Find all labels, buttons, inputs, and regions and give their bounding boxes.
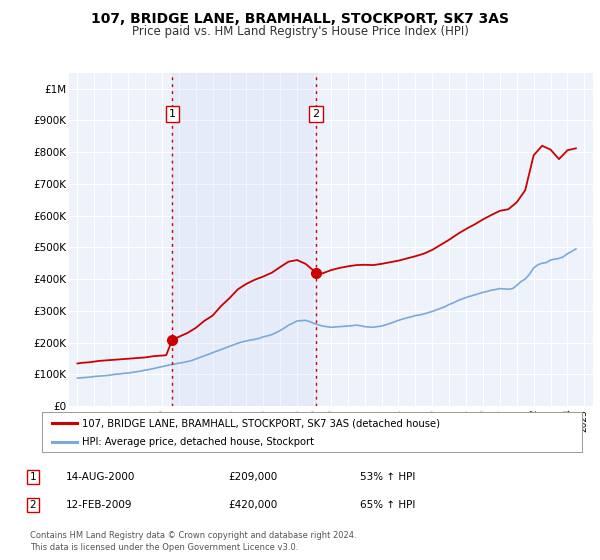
Text: This data is licensed under the Open Government Licence v3.0.: This data is licensed under the Open Gov… <box>30 543 298 552</box>
Text: 65% ↑ HPI: 65% ↑ HPI <box>360 500 415 510</box>
Text: £209,000: £209,000 <box>228 472 277 482</box>
Text: £420,000: £420,000 <box>228 500 277 510</box>
Text: HPI: Average price, detached house, Stockport: HPI: Average price, detached house, Stoc… <box>83 437 314 446</box>
Text: 14-AUG-2000: 14-AUG-2000 <box>66 472 136 482</box>
Text: 107, BRIDGE LANE, BRAMHALL, STOCKPORT, SK7 3AS (detached house): 107, BRIDGE LANE, BRAMHALL, STOCKPORT, S… <box>83 418 440 428</box>
Text: 12-FEB-2009: 12-FEB-2009 <box>66 500 133 510</box>
Text: 107, BRIDGE LANE, BRAMHALL, STOCKPORT, SK7 3AS: 107, BRIDGE LANE, BRAMHALL, STOCKPORT, S… <box>91 12 509 26</box>
Text: Price paid vs. HM Land Registry's House Price Index (HPI): Price paid vs. HM Land Registry's House … <box>131 25 469 38</box>
Text: 1: 1 <box>169 109 176 119</box>
Text: 2: 2 <box>313 109 320 119</box>
Text: 1: 1 <box>29 472 37 482</box>
Text: 53% ↑ HPI: 53% ↑ HPI <box>360 472 415 482</box>
Text: Contains HM Land Registry data © Crown copyright and database right 2024.: Contains HM Land Registry data © Crown c… <box>30 531 356 540</box>
Bar <box>172 73 316 406</box>
Text: 2: 2 <box>29 500 37 510</box>
